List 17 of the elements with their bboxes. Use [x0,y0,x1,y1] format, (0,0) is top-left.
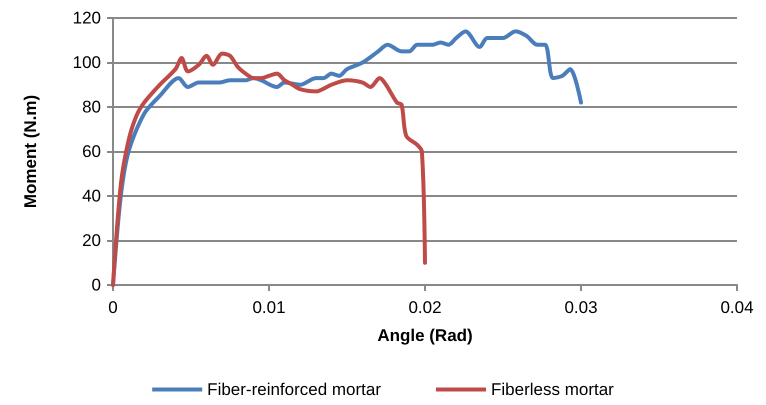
y-tick-label: 40 [82,186,101,206]
y-tick-label: 20 [82,231,101,250]
y-tick-label: 60 [82,142,101,161]
x-tick-label: 0.01 [252,298,286,317]
y-tick-label: 0 [92,276,101,294]
x-tick-label: 0.02 [408,298,442,317]
y-tick-label: 80 [82,98,101,116]
legend-label: Fiberless mortar [491,380,614,399]
x-tick-label: 0.04 [720,298,754,317]
y-tick-label: 100 [72,53,101,72]
x-tick-label: 0.03 [564,298,598,317]
legend-label: Fiber-reinforced mortar [207,380,382,399]
x-axis-title: Angle (Rad) [377,326,473,345]
y-axis-title: Moment (N.m) [21,94,40,208]
y-tick-label: 120 [72,8,101,28]
x-tick-label: 0 [108,298,118,317]
line-series [111,52,427,287]
